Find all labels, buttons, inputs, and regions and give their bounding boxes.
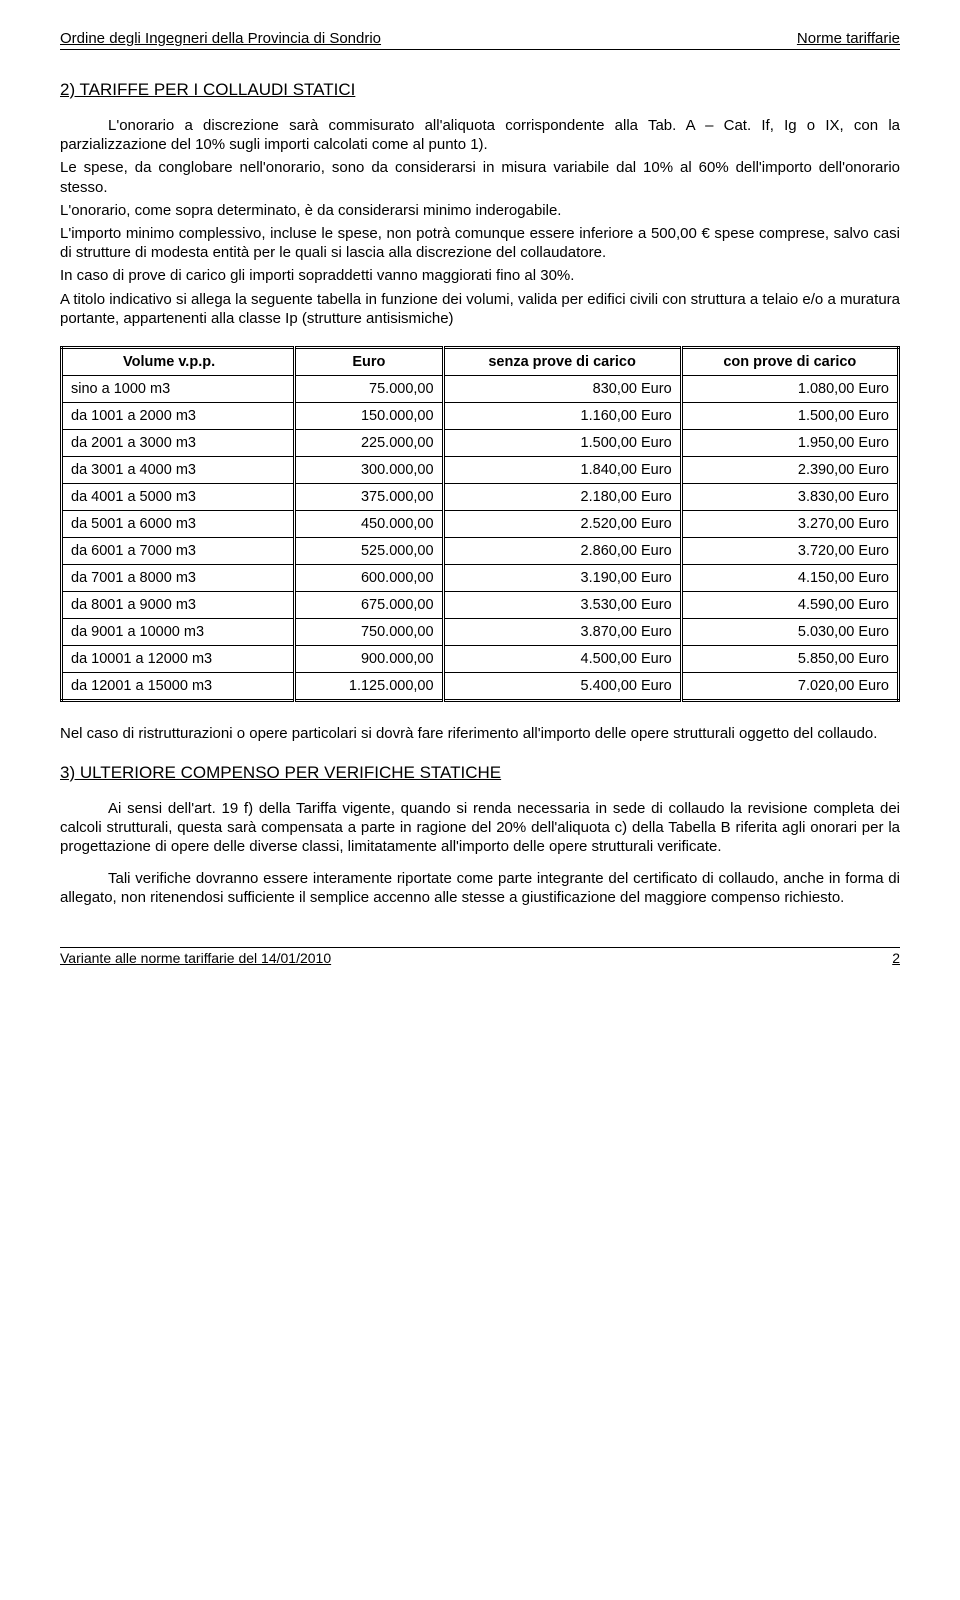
col-header-load: con prove di carico (681, 347, 898, 375)
cell-noload: 830,00 Euro (443, 375, 681, 402)
cell-range: da 4001 a 5000 m3 (62, 483, 295, 510)
cell-euro: 450.000,00 (295, 510, 443, 537)
cell-noload: 3.530,00 Euro (443, 591, 681, 618)
cell-load: 1.950,00 Euro (681, 429, 898, 456)
table-row: da 9001 a 10000 m3750.000,003.870,00 Eur… (62, 618, 899, 645)
cell-euro: 675.000,00 (295, 591, 443, 618)
cell-euro: 150.000,00 (295, 402, 443, 429)
section2-p4: L'importo minimo complessivo, incluse le… (60, 224, 900, 262)
table-header-row: Volume v.p.p. Euro senza prove di carico… (62, 347, 899, 375)
tariff-table-wrap: Volume v.p.p. Euro senza prove di carico… (60, 346, 900, 702)
cell-range: da 10001 a 12000 m3 (62, 645, 295, 672)
cell-noload: 3.870,00 Euro (443, 618, 681, 645)
section2-title: 2) TARIFFE PER I COLLAUDI STATICI (60, 80, 900, 100)
cell-euro: 750.000,00 (295, 618, 443, 645)
cell-range: da 12001 a 15000 m3 (62, 672, 295, 700)
cell-range: da 5001 a 6000 m3 (62, 510, 295, 537)
cell-euro: 525.000,00 (295, 537, 443, 564)
table-row: da 12001 a 15000 m31.125.000,005.400,00 … (62, 672, 899, 700)
cell-load: 4.590,00 Euro (681, 591, 898, 618)
table-row: sino a 1000 m375.000,00830,00 Euro1.080,… (62, 375, 899, 402)
cell-noload: 1.160,00 Euro (443, 402, 681, 429)
section2-p3: L'onorario, come sopra determinato, è da… (60, 201, 900, 220)
cell-load: 1.500,00 Euro (681, 402, 898, 429)
section3-p1: Ai sensi dell'art. 19 f) della Tariffa v… (60, 799, 900, 857)
cell-noload: 3.190,00 Euro (443, 564, 681, 591)
cell-noload: 1.840,00 Euro (443, 456, 681, 483)
cell-load: 5.030,00 Euro (681, 618, 898, 645)
cell-range: da 3001 a 4000 m3 (62, 456, 295, 483)
table-row: da 4001 a 5000 m3375.000,002.180,00 Euro… (62, 483, 899, 510)
cell-range: da 8001 a 9000 m3 (62, 591, 295, 618)
table-row: da 10001 a 12000 m3900.000,004.500,00 Eu… (62, 645, 899, 672)
footer-page-number: 2 (892, 950, 900, 966)
cell-euro: 375.000,00 (295, 483, 443, 510)
col-header-euro: Euro (295, 347, 443, 375)
cell-load: 5.850,00 Euro (681, 645, 898, 672)
section3-p2: Tali verifiche dovranno essere interamen… (60, 869, 900, 907)
cell-noload: 2.180,00 Euro (443, 483, 681, 510)
col-header-volume: Volume v.p.p. (62, 347, 295, 375)
cell-load: 3.830,00 Euro (681, 483, 898, 510)
section2-p6: A titolo indicativo si allega la seguent… (60, 290, 900, 328)
table-row: da 6001 a 7000 m3525.000,002.860,00 Euro… (62, 537, 899, 564)
header-doc-type: Norme tariffarie (797, 30, 900, 47)
cell-load: 2.390,00 Euro (681, 456, 898, 483)
cell-range: da 6001 a 7000 m3 (62, 537, 295, 564)
cell-euro: 300.000,00 (295, 456, 443, 483)
cell-euro: 900.000,00 (295, 645, 443, 672)
cell-noload: 2.520,00 Euro (443, 510, 681, 537)
cell-noload: 4.500,00 Euro (443, 645, 681, 672)
section2-p5: In caso di prove di carico gli importi s… (60, 266, 900, 285)
table-row: da 2001 a 3000 m3225.000,001.500,00 Euro… (62, 429, 899, 456)
cell-load: 3.720,00 Euro (681, 537, 898, 564)
col-header-noload: senza prove di carico (443, 347, 681, 375)
cell-noload: 5.400,00 Euro (443, 672, 681, 700)
cell-euro: 75.000,00 (295, 375, 443, 402)
cell-range: da 2001 a 3000 m3 (62, 429, 295, 456)
cell-range: da 7001 a 8000 m3 (62, 564, 295, 591)
cell-load: 1.080,00 Euro (681, 375, 898, 402)
cell-load: 3.270,00 Euro (681, 510, 898, 537)
cell-range: da 9001 a 10000 m3 (62, 618, 295, 645)
after-table-p1: Nel caso di ristrutturazioni o opere par… (60, 724, 900, 743)
cell-load: 7.020,00 Euro (681, 672, 898, 700)
cell-noload: 2.860,00 Euro (443, 537, 681, 564)
cell-euro: 1.125.000,00 (295, 672, 443, 700)
table-row: da 5001 a 6000 m3450.000,002.520,00 Euro… (62, 510, 899, 537)
footer-left: Variante alle norme tariffarie del 14/01… (60, 950, 331, 966)
page-header: Ordine degli Ingegneri della Provincia d… (60, 30, 900, 50)
header-org: Ordine degli Ingegneri della Provincia d… (60, 30, 381, 47)
section2-p1: L'onorario a discrezione sarà commisurat… (60, 116, 900, 154)
table-row: da 8001 a 9000 m3675.000,003.530,00 Euro… (62, 591, 899, 618)
section3-title: 3) ULTERIORE COMPENSO PER VERIFICHE STAT… (60, 763, 900, 783)
cell-euro: 600.000,00 (295, 564, 443, 591)
table-row: da 7001 a 8000 m3600.000,003.190,00 Euro… (62, 564, 899, 591)
tariff-table: Volume v.p.p. Euro senza prove di carico… (60, 346, 900, 702)
cell-range: da 1001 a 2000 m3 (62, 402, 295, 429)
cell-euro: 225.000,00 (295, 429, 443, 456)
section2-p2: Le spese, da conglobare nell'onorario, s… (60, 158, 900, 196)
cell-range: sino a 1000 m3 (62, 375, 295, 402)
cell-noload: 1.500,00 Euro (443, 429, 681, 456)
page: Ordine degli Ingegneri della Provincia d… (0, 0, 960, 996)
cell-load: 4.150,00 Euro (681, 564, 898, 591)
table-row: da 1001 a 2000 m3150.000,001.160,00 Euro… (62, 402, 899, 429)
table-row: da 3001 a 4000 m3300.000,001.840,00 Euro… (62, 456, 899, 483)
page-footer: Variante alle norme tariffarie del 14/01… (60, 947, 900, 966)
